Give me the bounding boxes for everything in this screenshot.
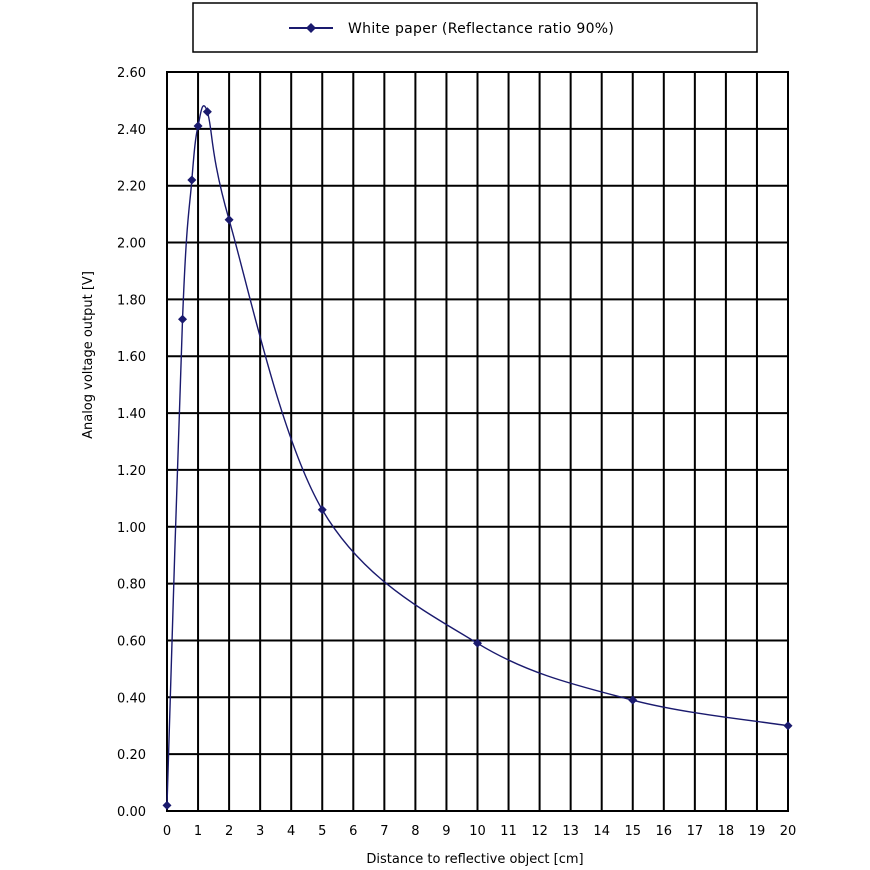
data-point: [202, 107, 212, 117]
y-tick-label: 1.60: [117, 350, 146, 365]
x-tick-label: 12: [531, 824, 548, 839]
y-tick-label: 2.60: [117, 66, 146, 81]
y-tick-label: 0.40: [117, 691, 146, 706]
x-tick-label: 18: [718, 824, 735, 839]
data-point: [473, 638, 482, 648]
x-tick-label: 8: [411, 824, 419, 839]
x-tick-label: 13: [562, 824, 579, 839]
legend-marker-icon: [306, 23, 316, 33]
x-tick-label: 6: [349, 824, 357, 839]
series-layer: [162, 105, 793, 810]
data-point: [317, 505, 327, 515]
y-tick-label: 1.40: [117, 407, 146, 422]
data-point: [187, 175, 197, 185]
x-tick-label: 4: [287, 824, 295, 839]
x-tick-label: 19: [749, 824, 766, 839]
x-tick-label: 9: [442, 824, 450, 839]
y-tick-label: 0.60: [117, 634, 146, 649]
data-point: [162, 800, 172, 810]
x-tick-label: 3: [256, 824, 264, 839]
x-tick-label: 16: [656, 824, 673, 839]
plot-border: [166, 71, 789, 812]
x-axis-title: Distance to reflective object [cm]: [366, 852, 583, 867]
y-tick-label: 0.00: [117, 805, 146, 820]
legend-box: [192, 2, 758, 53]
tick-labels: 0 1 2 3 4 5 6 7 8 9 10 11 12 13 14 15 16 17 18 19 200.000.20…: [117, 66, 796, 839]
y-tick-label: 0.80: [117, 578, 146, 593]
data-point: [783, 721, 793, 731]
x-tick-label: 7: [380, 824, 388, 839]
y-tick-label: 1.80: [117, 293, 146, 308]
y-axis-title: Analog voltage output [V]: [81, 271, 96, 439]
grid: [166, 71, 789, 812]
x-tick-label: 10: [469, 824, 486, 839]
y-tick-label: 2.40: [117, 123, 146, 138]
x-tick-label: 1: [194, 824, 202, 839]
x-tick-label: 5: [318, 824, 326, 839]
legend: White paper (Reflectance ratio 90%): [192, 2, 758, 53]
data-point: [178, 314, 188, 324]
x-tick-label: 14: [593, 824, 610, 839]
y-tick-label: 2.20: [117, 180, 146, 195]
series-line: [166, 105, 789, 806]
x-tick-label: 17: [687, 824, 704, 839]
data-point: [628, 695, 638, 705]
x-tick-label: 15: [624, 824, 641, 839]
x-tick-label: 0: [163, 824, 171, 839]
y-tick-label: 2.00: [117, 237, 146, 252]
x-tick-label: 20: [780, 824, 797, 839]
y-tick-label: 1.00: [117, 521, 146, 536]
data-point: [193, 121, 203, 131]
y-tick-label: 1.20: [117, 464, 146, 479]
legend-label: White paper (Reflectance ratio 90%): [348, 21, 614, 37]
x-tick-label: 11: [500, 824, 517, 839]
data-point: [224, 215, 234, 225]
y-tick-label: 0.20: [117, 748, 146, 763]
x-tick-label: 2: [225, 824, 233, 839]
